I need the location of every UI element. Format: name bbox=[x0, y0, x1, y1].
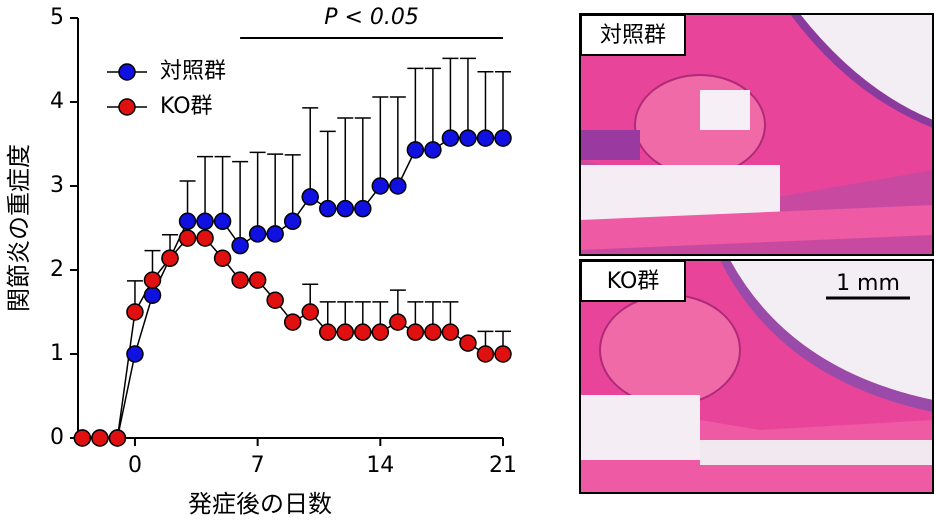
data-point bbox=[266, 225, 284, 243]
y-tick-label: 3 bbox=[50, 173, 64, 198]
data-point bbox=[441, 129, 460, 147]
data-point bbox=[248, 225, 267, 243]
data-point bbox=[371, 323, 390, 341]
error-bar bbox=[302, 107, 319, 197]
data-point bbox=[494, 345, 512, 363]
data-point bbox=[459, 129, 477, 147]
data-point bbox=[161, 249, 179, 267]
data-point bbox=[143, 286, 162, 304]
scale-bar-label: 1 mm bbox=[836, 271, 900, 296]
data-point bbox=[354, 199, 372, 218]
legend-marker bbox=[118, 63, 136, 81]
x-axis-label: 発症後の日数 bbox=[188, 490, 332, 518]
data-point bbox=[476, 345, 495, 363]
error-bar bbox=[477, 71, 494, 139]
y-tick-label: 5 bbox=[50, 5, 64, 30]
error-bar bbox=[337, 117, 354, 209]
y-axis-label: 関節炎の重症度 bbox=[5, 144, 33, 312]
data-point bbox=[108, 429, 127, 447]
data-point bbox=[389, 313, 407, 331]
data-point bbox=[178, 212, 197, 231]
error-bar bbox=[372, 96, 389, 186]
y-tick-label: 2 bbox=[50, 257, 64, 282]
data-point bbox=[318, 323, 337, 341]
data-point bbox=[318, 199, 337, 218]
error-bar bbox=[495, 71, 511, 139]
data-point bbox=[336, 323, 355, 341]
data-point bbox=[196, 212, 214, 231]
data-point bbox=[336, 199, 355, 218]
data-point bbox=[178, 229, 197, 247]
data-point bbox=[424, 141, 442, 159]
error-bar bbox=[459, 57, 476, 139]
error-bar bbox=[249, 151, 266, 234]
data-point bbox=[459, 334, 477, 352]
legend-label: 対照群 bbox=[160, 59, 226, 84]
error-bar bbox=[232, 160, 249, 246]
data-point bbox=[196, 229, 214, 247]
x-tick-label: 21 bbox=[489, 453, 517, 478]
data-point bbox=[283, 212, 302, 231]
error-bar bbox=[214, 155, 231, 222]
data-point bbox=[354, 323, 372, 341]
error-bar bbox=[424, 67, 441, 150]
data-point bbox=[389, 177, 407, 195]
error-bar bbox=[389, 96, 406, 186]
error-bar bbox=[284, 154, 301, 222]
data-point bbox=[126, 345, 144, 363]
data-point bbox=[406, 141, 425, 159]
data-point bbox=[213, 249, 232, 267]
data-point bbox=[213, 212, 232, 231]
histology-image bbox=[580, 260, 933, 493]
data-point bbox=[126, 303, 144, 321]
y-tick-label: 1 bbox=[50, 341, 64, 366]
series-line bbox=[82, 237, 503, 439]
error-bar bbox=[197, 155, 214, 222]
data-point bbox=[248, 271, 267, 289]
data-point bbox=[494, 129, 512, 147]
panel-label: KO群 bbox=[607, 269, 660, 294]
error-bar bbox=[267, 153, 284, 234]
y-tick-label: 0 bbox=[50, 425, 64, 450]
data-point bbox=[231, 236, 249, 255]
data-point bbox=[91, 429, 109, 447]
legend-marker bbox=[118, 98, 136, 116]
data-point bbox=[283, 313, 302, 331]
legend-label: KO群 bbox=[160, 94, 213, 119]
error-bar bbox=[354, 117, 371, 209]
data-point bbox=[476, 129, 495, 147]
data-point bbox=[231, 271, 249, 289]
data-point bbox=[266, 291, 284, 309]
panel-label: 対照群 bbox=[600, 23, 666, 48]
y-tick-label: 4 bbox=[50, 89, 64, 114]
data-point bbox=[301, 188, 319, 206]
data-point bbox=[371, 177, 390, 195]
error-bar bbox=[442, 57, 459, 139]
data-point bbox=[441, 323, 460, 341]
data-point bbox=[73, 429, 92, 447]
data-point bbox=[424, 323, 442, 341]
error-bar bbox=[407, 67, 424, 150]
error-bar bbox=[319, 130, 336, 209]
data-point bbox=[301, 303, 319, 321]
data-point bbox=[406, 323, 425, 341]
annotation: P < 0.05 bbox=[324, 5, 419, 30]
x-tick-label: 14 bbox=[366, 453, 394, 478]
x-tick-label: 0 bbox=[128, 453, 142, 478]
histology-image bbox=[580, 14, 933, 255]
x-tick-label: 7 bbox=[251, 453, 265, 478]
data-point bbox=[143, 271, 162, 289]
